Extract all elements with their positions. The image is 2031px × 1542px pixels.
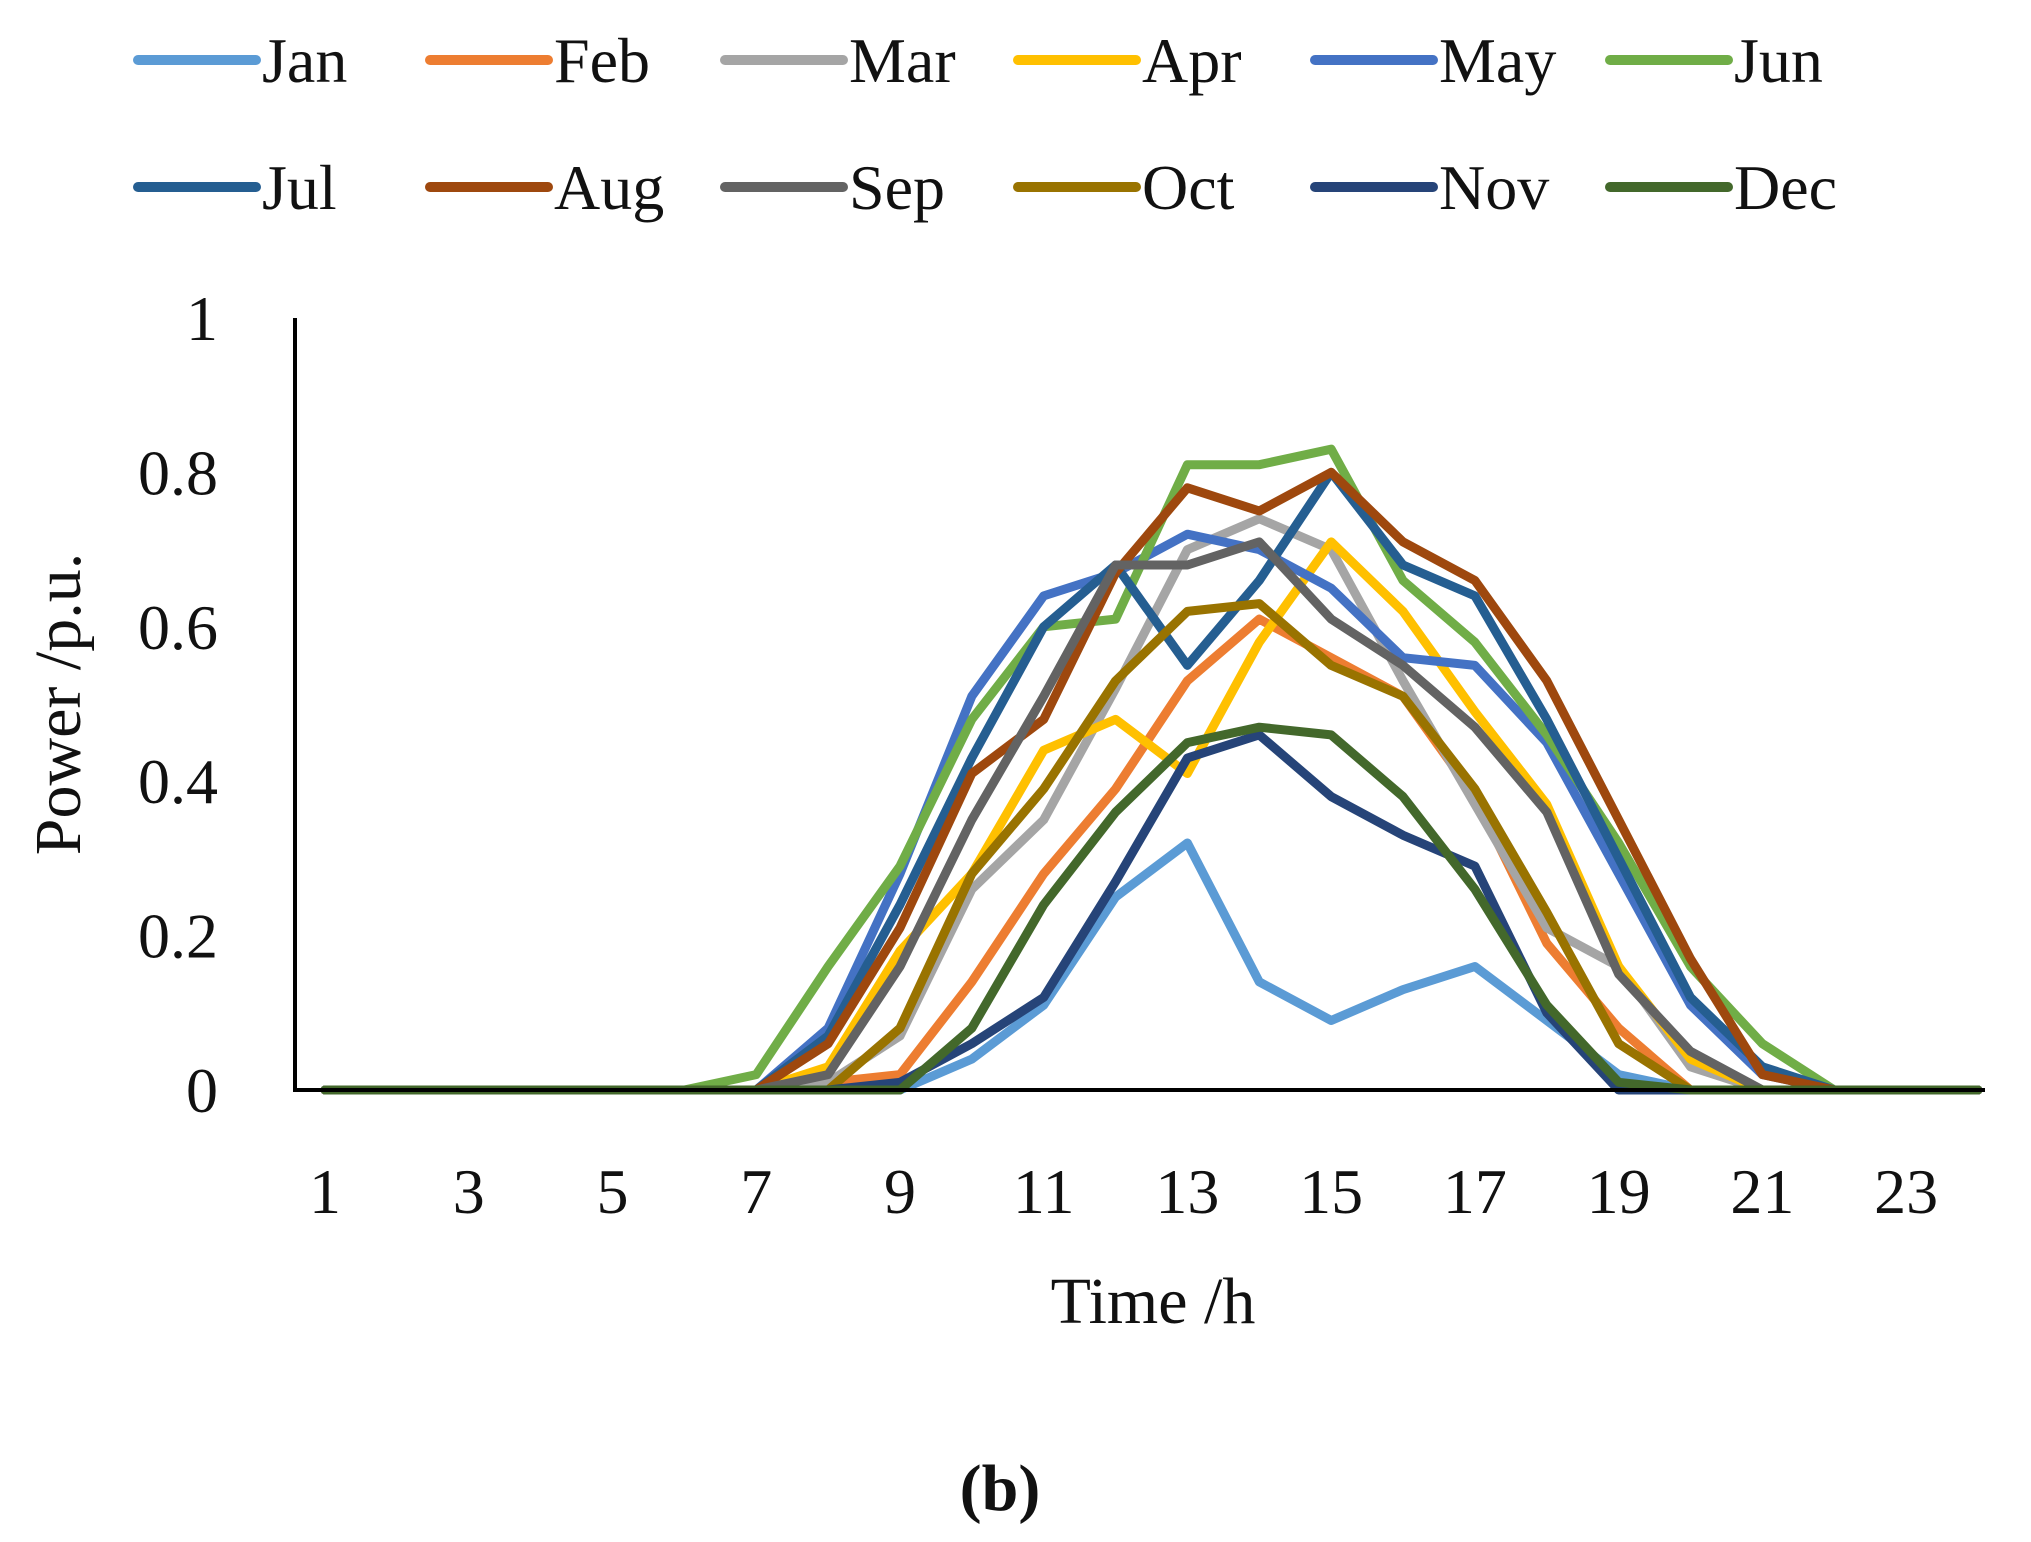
y-tick-label: 0.8 <box>138 437 218 508</box>
legend-item-mar: Mar <box>720 25 956 96</box>
legend-item-jul: Jul <box>133 152 337 223</box>
legend-label: May <box>1439 25 1556 96</box>
x-axis-title: Time /h <box>1051 1265 1256 1338</box>
legend-label: Oct <box>1142 152 1235 223</box>
x-tick-label: 9 <box>884 1156 916 1227</box>
caption-close-paren: ) <box>1018 1452 1040 1525</box>
x-tick-label: 3 <box>453 1156 485 1227</box>
legend-item-dec: Dec <box>1605 152 1837 223</box>
caption-letter: b <box>982 1452 1019 1525</box>
legend-label: Jul <box>262 152 337 223</box>
legend-label: Feb <box>554 25 650 96</box>
legend-label: Nov <box>1439 152 1549 223</box>
legend-item-nov: Nov <box>1310 152 1549 223</box>
axes <box>293 318 1985 1092</box>
legend-item-sep: Sep <box>720 152 945 223</box>
legend-label: Sep <box>849 152 945 223</box>
x-tick-label: 21 <box>1730 1156 1794 1227</box>
y-tick-label: 1 <box>186 283 218 354</box>
legend-label: Mar <box>849 25 956 96</box>
legend-label: Jan <box>262 25 347 96</box>
x-tick-label: 15 <box>1299 1156 1363 1227</box>
legend-item-may: May <box>1310 25 1556 96</box>
legend-label: Jun <box>1734 25 1823 96</box>
y-axis-title: Power /p.u. <box>22 553 95 855</box>
y-tick-label: 0.6 <box>138 592 218 663</box>
legend-label: Dec <box>1734 152 1837 223</box>
x-tick-label: 7 <box>740 1156 772 1227</box>
x-tick-labels: 1 3 5 7 9 11 13 15 17 19 21 23 <box>309 1156 1938 1227</box>
x-tick-label: 13 <box>1155 1156 1219 1227</box>
y-tick-label: 0.2 <box>138 901 218 972</box>
x-tick-label: 23 <box>1874 1156 1938 1227</box>
legend: Jan Feb Mar Apr May Jun Jul Aug Sep Oct Nov Dec <box>133 25 1837 223</box>
series-lines <box>320 444 1983 1095</box>
x-tick-label: 17 <box>1443 1156 1507 1227</box>
series-line-jan <box>320 838 1983 1095</box>
legend-label: Apr <box>1142 25 1242 96</box>
legend-item-feb: Feb <box>425 25 650 96</box>
x-tick-label: 5 <box>596 1156 628 1227</box>
legend-item-aug: Aug <box>425 152 664 223</box>
y-tick-label: 0.4 <box>138 746 218 817</box>
figure-caption: (b) <box>960 1452 1041 1525</box>
caption-open-paren: ( <box>960 1452 982 1525</box>
y-tick-labels: 0 0.2 0.4 0.6 0.8 1 <box>138 283 218 1126</box>
y-tick-label: 0 <box>186 1055 218 1126</box>
x-tick-label: 1 <box>309 1156 341 1227</box>
legend-item-jan: Jan <box>133 25 347 96</box>
x-tick-label: 11 <box>1013 1156 1075 1227</box>
legend-label: Aug <box>554 152 664 223</box>
legend-item-oct: Oct <box>1013 152 1235 223</box>
legend-item-jun: Jun <box>1605 25 1823 96</box>
x-tick-label: 19 <box>1587 1156 1651 1227</box>
legend-item-apr: Apr <box>1013 25 1242 96</box>
series-line-jun <box>320 444 1983 1095</box>
